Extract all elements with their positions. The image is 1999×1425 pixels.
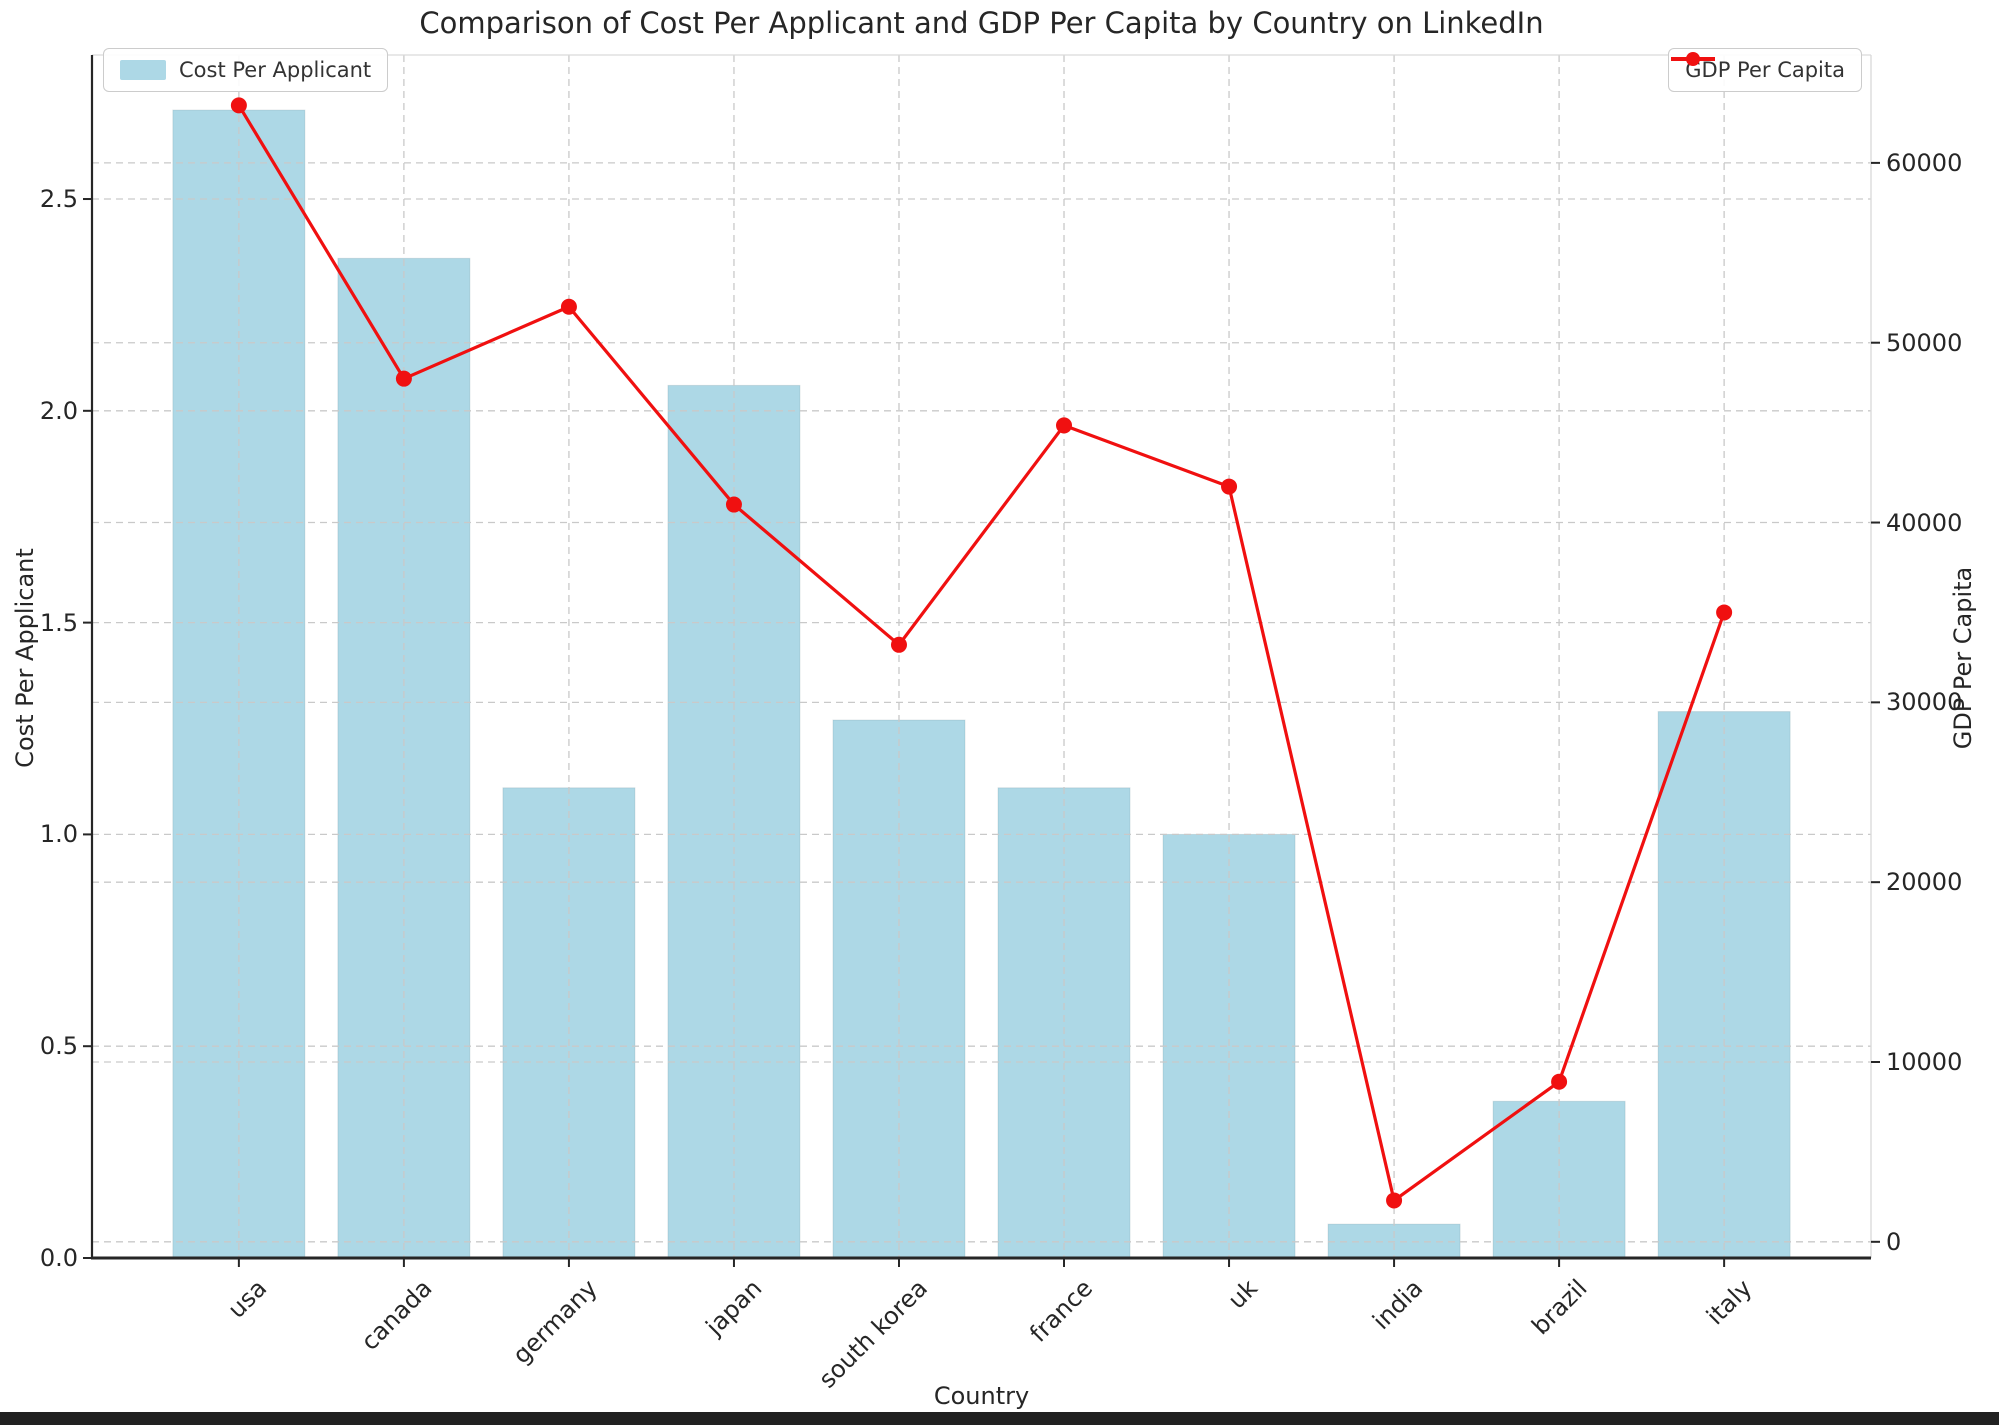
y-right-tick-label: 40000 [1886, 508, 1963, 537]
gdp-point-germany [560, 298, 577, 315]
x-axis-title: Country [933, 1382, 1030, 1410]
gdp-point-india [1386, 1192, 1403, 1209]
bar-france [997, 787, 1131, 1259]
y-left-tick-label: 1.5 [39, 608, 78, 637]
gdp-point-brazil [1551, 1073, 1568, 1090]
gdp-point-usa [230, 97, 247, 114]
gdp-point-france [1056, 417, 1073, 434]
gdp-line [237, 104, 1726, 1203]
gdp-point-japan [725, 496, 742, 513]
y-left-tick-label: 1.0 [39, 820, 78, 849]
y-right-tick-label: 50000 [1886, 328, 1963, 357]
y-left-tick-label: 2.0 [39, 396, 78, 425]
gdp-point-uk [1221, 478, 1238, 495]
chart-title: Comparison of Cost Per Applicant and GDP… [419, 6, 1544, 40]
legend-gdp-per-capita: GDP Per Capita [1668, 48, 1862, 92]
gdp-point-south korea [890, 636, 907, 653]
gdp-point-italy [1716, 604, 1733, 621]
bar-germany [502, 787, 636, 1259]
legend-gdp-label: GDP Per Capita [1685, 58, 1845, 82]
y-right-tick-label: 10000 [1886, 1047, 1963, 1076]
y-left-tick-label: 0.0 [39, 1244, 78, 1272]
bottom-window-edge [0, 1412, 1999, 1425]
right-axis-title: GDP Per Capita [1949, 566, 1977, 750]
bar-india [1327, 1223, 1461, 1259]
legend-cost-label: Cost Per Applicant [179, 58, 372, 82]
legend-cost-per-applicant: Cost Per Applicant [103, 48, 389, 92]
y-left-tick-label: 0.5 [39, 1032, 78, 1061]
y-right-tick-label: 30000 [1886, 688, 1963, 717]
y-right-tick-label: 20000 [1886, 868, 1963, 897]
y-right-tick-label: 0 [1886, 1227, 1902, 1256]
line-marker-swatch-icon [1671, 52, 1716, 66]
left-axis-title: Cost Per Applicant [11, 548, 39, 768]
y-right-tick-label: 60000 [1886, 148, 1963, 177]
bar-swatch-icon [120, 60, 166, 80]
gdp-point-canada [395, 370, 412, 387]
y-left-tick-label: 2.5 [39, 185, 78, 214]
